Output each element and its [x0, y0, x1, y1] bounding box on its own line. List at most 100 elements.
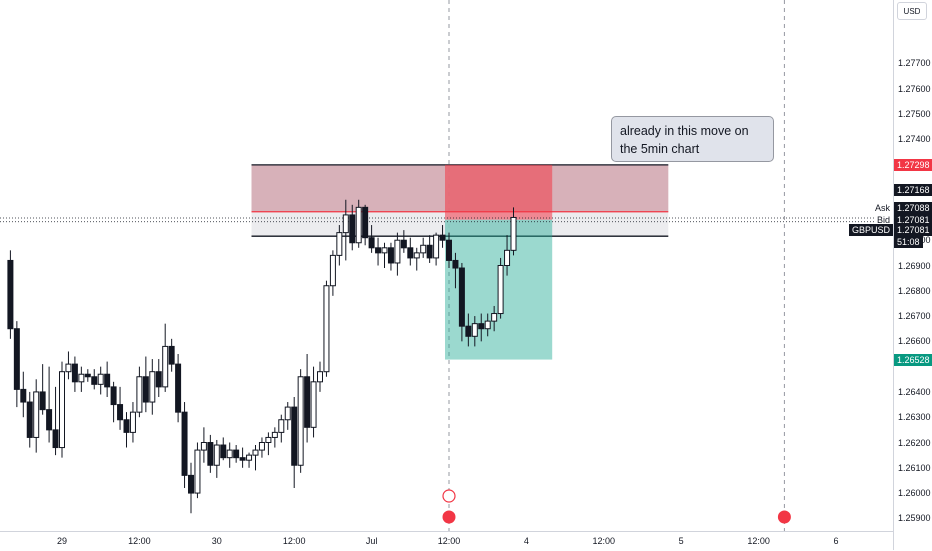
us-flag-icon — [442, 510, 456, 524]
symbol-label: GBPUSD — [848, 223, 893, 236]
time-tick-label: 12:00 — [592, 536, 616, 546]
candle-body — [317, 371, 323, 383]
candle-body — [375, 247, 382, 254]
candle-body — [258, 442, 265, 451]
candle-body — [13, 328, 20, 390]
candle-body — [194, 449, 201, 494]
candle-body — [20, 388, 27, 403]
candlestick-chart[interactable] — [0, 0, 893, 531]
candle-body — [452, 259, 459, 269]
candle-body — [349, 214, 356, 244]
price-tick-label: 1.26900 — [898, 260, 931, 271]
candle-body — [329, 254, 336, 287]
candle-body — [394, 239, 401, 264]
price-tick-label: 1.26000 — [898, 488, 931, 499]
candle-body — [400, 239, 407, 249]
candle-body — [368, 237, 375, 249]
candle-body — [65, 363, 72, 373]
candle-body — [168, 345, 175, 365]
candle-body — [362, 206, 369, 239]
candle-body — [265, 436, 272, 444]
candle-body — [510, 216, 517, 251]
level-price-tag: 1.27168 — [894, 184, 932, 197]
candle-body — [97, 373, 104, 385]
flash-event-icon — [442, 489, 456, 503]
candle-body — [78, 373, 85, 383]
stop-price-tag: 1.27298 — [894, 158, 932, 171]
time-tick-label: 6 — [833, 536, 839, 546]
candle-body — [162, 345, 169, 388]
price-tick-label: 1.26100 — [898, 462, 931, 473]
candle-body — [104, 373, 111, 388]
candle-body — [426, 244, 433, 259]
candle-body — [297, 376, 304, 466]
candle-body — [291, 406, 298, 466]
candle-body — [246, 454, 253, 461]
chart-area[interactable]: already in this move on the 5min chart — [0, 0, 893, 531]
candle-body — [91, 376, 98, 385]
candle-body — [207, 442, 214, 466]
time-tick-label: 30 — [211, 536, 222, 546]
candle-body — [484, 320, 491, 330]
candle-body — [471, 323, 478, 337]
price-tick-label: 1.26300 — [898, 412, 931, 423]
candle-body — [323, 285, 330, 373]
time-tick-label: 29 — [56, 536, 68, 546]
candle-body — [136, 376, 143, 413]
currency-button[interactable]: USD — [897, 2, 927, 20]
candle-body — [381, 247, 388, 254]
candle-body — [110, 386, 117, 406]
candle-body — [478, 323, 485, 330]
price-tick-label: 1.26200 — [898, 437, 931, 448]
time-tick-label: Jul — [365, 536, 378, 546]
candle-body — [446, 239, 452, 261]
candle-body — [439, 234, 446, 241]
candle-body — [233, 449, 240, 459]
candle-body — [465, 325, 472, 337]
candle-body — [33, 391, 40, 438]
candle-body — [123, 419, 130, 433]
candle-body — [52, 429, 59, 449]
candle-body — [355, 206, 362, 244]
candle-body — [7, 259, 14, 330]
candle-body — [252, 449, 259, 456]
annotation-callout[interactable]: already in this move on the 5min chart — [611, 116, 774, 162]
candle-body — [220, 444, 227, 459]
time-tick-label: 5 — [678, 536, 684, 546]
candle-body — [46, 409, 53, 431]
stop-loss-zone — [445, 164, 553, 220]
price-tick-label: 1.25900 — [898, 513, 931, 524]
candle-body — [129, 411, 136, 433]
price-tick-label: 1.26600 — [898, 336, 931, 347]
price-tick-label: 1.26800 — [898, 285, 931, 296]
candle-body — [84, 373, 91, 378]
time-tick-label: 4 — [523, 536, 529, 546]
bid-label: Bid — [873, 213, 893, 226]
candle-body — [71, 363, 78, 383]
candle-body — [181, 411, 188, 476]
bid-price-tag: 1.27081 — [894, 213, 932, 226]
ask-label: Ask — [871, 201, 893, 214]
candle-body — [342, 214, 349, 234]
time-tick-label: 12:00 — [128, 536, 151, 546]
price-tick-label: 1.26700 — [898, 311, 931, 322]
candle-body — [278, 419, 285, 433]
price-tick-label: 1.26400 — [898, 386, 931, 397]
time-axis[interactable]: 29 12:00 30 12:00 Jul 12:00 4 12:00 5 12:00 6 — [0, 531, 893, 551]
candle-body — [413, 252, 420, 259]
us-flag-icon — [777, 510, 791, 524]
candle-body — [117, 404, 124, 421]
candle-body — [387, 247, 394, 264]
candle-body — [226, 449, 233, 459]
time-tick-label: 12:00 — [282, 536, 306, 546]
candle-body — [497, 265, 504, 315]
price-tick-label: 1.27600 — [898, 83, 931, 94]
time-tick-label: 12:00 — [437, 536, 461, 546]
candle-body — [304, 376, 311, 428]
target-price-tag: 1.26528 — [894, 353, 932, 366]
price-tick-label: 1.27400 — [898, 134, 931, 145]
candle-body — [155, 371, 162, 388]
price-axis[interactable]: 1.277001.276001.275001.274001.270001.269… — [893, 0, 932, 550]
candle-body — [284, 406, 291, 421]
candle-body — [213, 444, 220, 466]
